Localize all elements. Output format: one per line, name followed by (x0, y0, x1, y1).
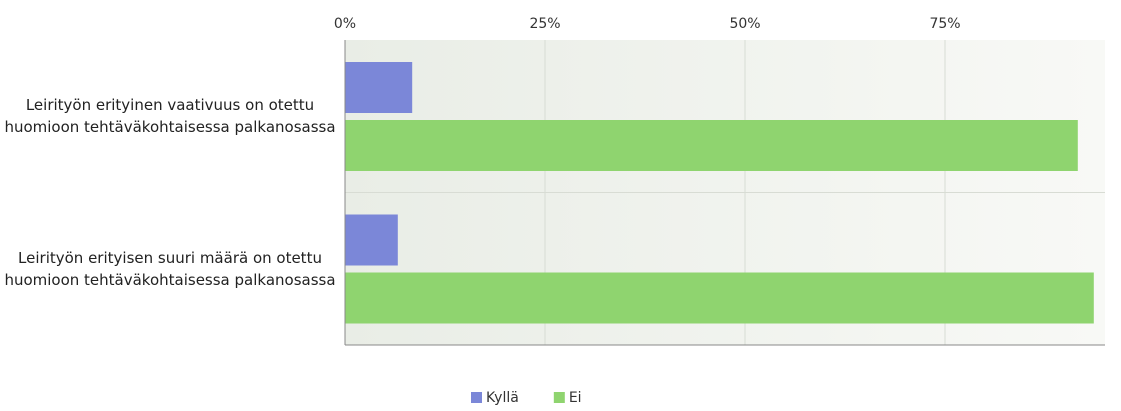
bar (345, 62, 413, 113)
legend-label: Ei (569, 390, 582, 406)
x-tick-label: 50% (729, 16, 760, 32)
legend-label: Kyllä (486, 390, 519, 406)
x-tick-label: 25% (529, 16, 560, 32)
category-label: Leirityön erityisen suuri määrä on otett… (4, 248, 336, 289)
legend-swatch (553, 392, 565, 403)
x-tick-label: 75% (929, 16, 960, 32)
x-tick-label: 0% (334, 16, 356, 32)
bar (345, 120, 1078, 171)
category-label: Leirityön erityinen vaativuus on otettu … (4, 96, 336, 137)
bar (345, 214, 398, 266)
legend-swatch (471, 392, 482, 403)
bar (345, 272, 1094, 324)
